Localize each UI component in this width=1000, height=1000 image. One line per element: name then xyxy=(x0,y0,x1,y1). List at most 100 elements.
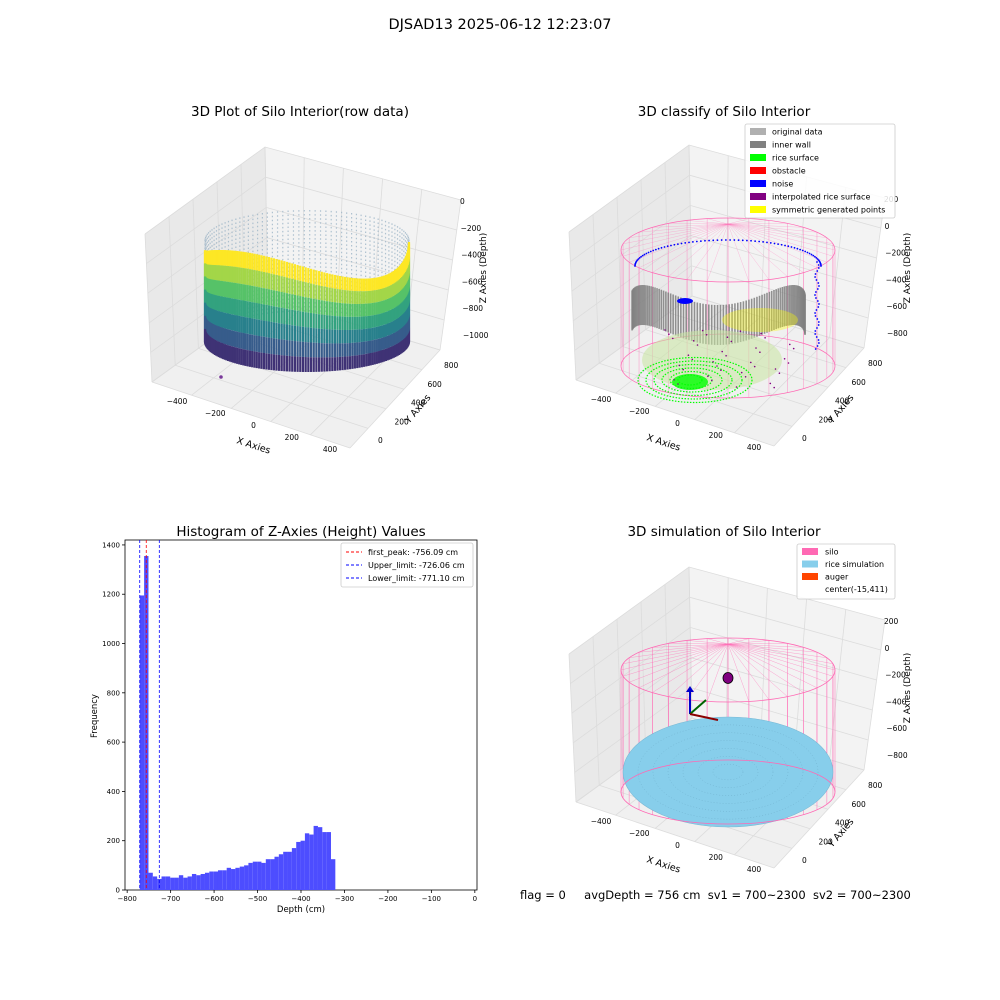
classify-noise-point xyxy=(816,261,818,263)
x-tick-label: 400 xyxy=(747,865,762,874)
hist-bar xyxy=(283,851,288,890)
classify-interp-point xyxy=(764,337,766,339)
legend-label: Upper_limit: -726.06 cm xyxy=(368,561,465,570)
classify-noise-point xyxy=(680,242,683,245)
classify-noise-point xyxy=(801,249,804,252)
sim-rice-mesh-ring xyxy=(637,724,819,820)
classify-noise-point xyxy=(716,239,719,242)
classify-interp-point xyxy=(705,334,708,336)
hist-legend: first_peak: -756.09 cm Upper_limit: -726.… xyxy=(340,542,474,588)
classify-noise-point xyxy=(670,244,672,247)
classify-noise-point xyxy=(815,256,818,259)
classify-silo-roof-line xyxy=(668,223,729,225)
y-tick-label: 400 xyxy=(835,819,850,828)
hist-bar xyxy=(322,832,327,890)
pane-grid-line xyxy=(726,155,729,307)
sim-silo-roof-line xyxy=(652,643,729,693)
x-tick-label: 200 xyxy=(285,433,300,442)
hist-bar xyxy=(257,861,262,890)
hist-bar xyxy=(309,834,314,890)
hist-bar xyxy=(152,876,158,890)
pane-grid-line xyxy=(616,197,623,347)
panel-classify-title: 3D classify of Silo Interior xyxy=(638,104,811,120)
classify-noise-point xyxy=(695,240,698,243)
sim-silo-roof-line xyxy=(707,638,729,645)
sim-scene xyxy=(620,637,836,828)
x-tick-label: 200 xyxy=(709,431,724,440)
raw-zlabel: Z Axies (Depth) xyxy=(479,233,489,304)
classify-noise-point xyxy=(708,239,710,242)
y-tick-label: 0 xyxy=(378,436,383,445)
z-tick-label: 200 xyxy=(884,617,899,626)
x-tick-label: 400 xyxy=(747,443,762,452)
hist-bar xyxy=(287,851,292,890)
sim-silo-roof-line xyxy=(727,643,834,677)
hist-bar xyxy=(161,876,166,890)
legend-label: Lower_limit: -771.10 cm xyxy=(368,574,465,583)
sim-silo-roof-line xyxy=(686,643,729,700)
classify-noise-point xyxy=(818,303,820,305)
classify-rice-surface-core xyxy=(672,374,708,390)
classify-interp-point xyxy=(721,350,723,353)
classify-interp-point xyxy=(730,340,733,343)
classify-silo-roof-line xyxy=(629,223,729,263)
panel-raw-title: 3D Plot of Silo Interior(row data) xyxy=(191,104,409,120)
pane-grid-line xyxy=(592,214,600,364)
classify-silo-roof-line xyxy=(622,223,729,257)
classify-noise-point xyxy=(817,264,820,266)
classify-interp-point xyxy=(755,347,757,349)
z-tick-label: −400 xyxy=(886,697,907,706)
classify-noise-point xyxy=(654,248,657,251)
classify-interp-point xyxy=(701,329,704,332)
classify-noise-point xyxy=(815,309,818,311)
hist-y-tick-label: 1000 xyxy=(102,640,120,648)
pane-grid-line xyxy=(863,197,886,349)
classify-interp-point xyxy=(712,361,714,363)
classify-noise-point xyxy=(784,244,786,247)
classify-noise-point xyxy=(812,254,815,257)
classify-noise-point xyxy=(816,327,818,329)
classify-noise-point xyxy=(750,239,752,242)
classify-interp-point xyxy=(789,343,791,346)
classify-noise-point xyxy=(816,318,819,320)
classify-interp-point xyxy=(691,358,694,361)
classify-silo-roof-line xyxy=(687,220,729,225)
hist-bar xyxy=(231,869,236,890)
hist-x-tick-label: −800 xyxy=(118,895,137,903)
hist-x-tick-label: −100 xyxy=(422,895,441,903)
x-tick-label: −400 xyxy=(591,395,612,404)
floor-grid-line xyxy=(349,349,441,449)
legend-swatch xyxy=(750,154,766,161)
classify-noise-point xyxy=(724,239,727,241)
classify-noise-point xyxy=(673,243,676,246)
sim-silo-roof-line xyxy=(668,643,729,697)
sim-silo-roof-line xyxy=(629,643,729,659)
sim-silo-roof-line xyxy=(639,643,729,653)
sim-silo-roof-line xyxy=(622,643,729,677)
legend-label: noise xyxy=(772,180,793,189)
classify-interp-point xyxy=(711,379,713,382)
hist-bar xyxy=(178,875,184,890)
classify-interp-point xyxy=(726,336,729,339)
classify-noise-point xyxy=(699,240,702,243)
legend-label: interpolated rice surface xyxy=(772,193,870,202)
pane-grid-line xyxy=(688,566,693,719)
classify-noise-point xyxy=(641,254,644,257)
z-tick-label: −200 xyxy=(885,671,906,680)
x-tick-label: −200 xyxy=(629,407,650,416)
classify-noise-point xyxy=(733,239,736,241)
y-tick-label: 600 xyxy=(852,800,867,809)
floor-grid-line xyxy=(599,362,793,427)
panel-sim-title: 3D simulation of Silo Interior xyxy=(627,524,821,540)
legend-swatch xyxy=(750,180,766,187)
panel-classify: 3D classify of Silo Interior −400 −200 0 20… xyxy=(568,104,913,454)
z-tick-label: −800 xyxy=(462,304,483,313)
sim-rice-mesh-ring xyxy=(652,732,804,812)
sim-silo-roof-line xyxy=(727,643,818,689)
hist-y-tick-label: 600 xyxy=(107,739,120,747)
hist-bar xyxy=(174,877,179,890)
z-tick-label: −800 xyxy=(887,751,908,760)
x-tick-label: 0 xyxy=(675,841,680,850)
sim-silo-roof-line xyxy=(727,638,749,645)
classify-noise-point xyxy=(814,315,817,317)
